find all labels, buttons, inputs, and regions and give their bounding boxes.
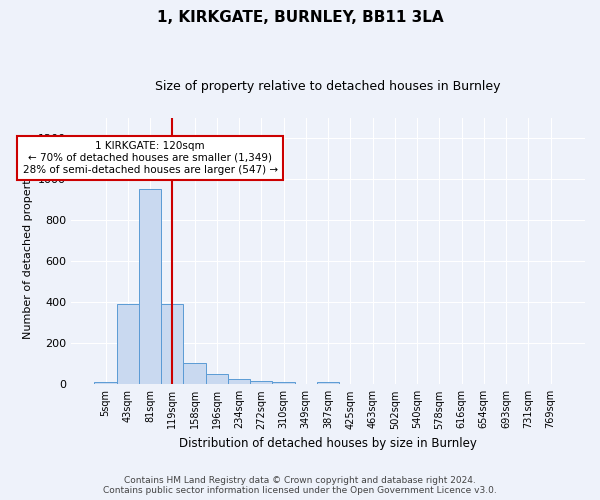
Bar [317, 382, 339, 384]
Text: 1 KIRKGATE: 120sqm
← 70% of detached houses are smaller (1,349)
28% of semi-deta: 1 KIRKGATE: 120sqm ← 70% of detached hou… [23, 142, 278, 174]
Bar [94, 382, 117, 384]
Bar [161, 304, 184, 384]
Text: 1, KIRKGATE, BURNLEY, BB11 3LA: 1, KIRKGATE, BURNLEY, BB11 3LA [157, 10, 443, 25]
X-axis label: Distribution of detached houses by size in Burnley: Distribution of detached houses by size … [179, 437, 477, 450]
Bar [139, 188, 161, 384]
Bar [250, 381, 272, 384]
Text: Contains HM Land Registry data © Crown copyright and database right 2024.
Contai: Contains HM Land Registry data © Crown c… [103, 476, 497, 495]
Bar [117, 304, 139, 384]
Y-axis label: Number of detached properties: Number of detached properties [23, 164, 32, 338]
Bar [184, 363, 206, 384]
Bar [228, 379, 250, 384]
Bar [272, 382, 295, 384]
Bar [206, 374, 228, 384]
Title: Size of property relative to detached houses in Burnley: Size of property relative to detached ho… [155, 80, 501, 93]
